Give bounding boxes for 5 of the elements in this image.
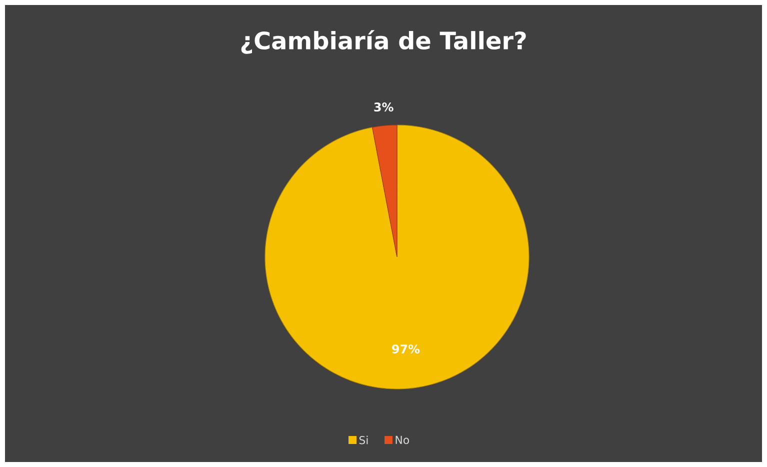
chart-title: ¿Cambiaría de Taller? <box>241 30 526 54</box>
data-label: 97% <box>392 344 420 354</box>
legend-label: Si <box>359 436 368 444</box>
legend-label: No <box>396 436 410 444</box>
data-label: 3% <box>374 102 394 112</box>
